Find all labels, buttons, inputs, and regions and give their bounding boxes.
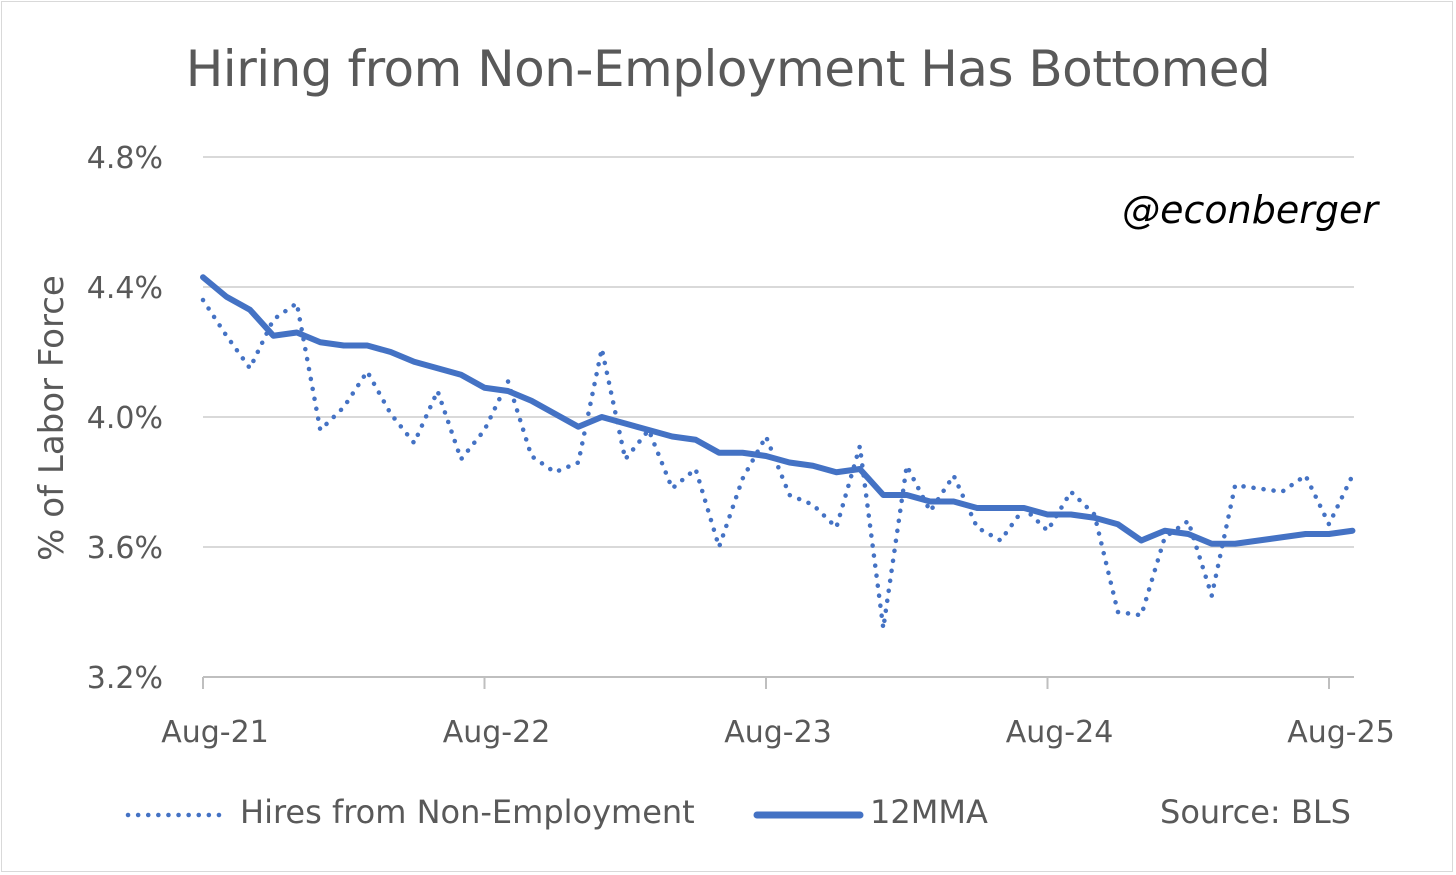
y-tick-label: 3.2% — [87, 661, 163, 696]
x-tick-label: Aug-24 — [1006, 715, 1114, 750]
y-tick-label: 4.8% — [87, 141, 163, 176]
x-axis — [202, 676, 1354, 689]
source-note: Source: BLS — [1160, 793, 1351, 831]
author-annotation: @econberger — [1122, 188, 1378, 232]
legend-label-12mma: 12MMA — [870, 793, 988, 831]
x-tick-label: Aug-25 — [1287, 715, 1395, 750]
x-tick-labels: Aug-21 Aug-22 Aug-23 Aug-24 Aug-25 — [161, 715, 1395, 750]
y-tick-label: 3.6% — [87, 531, 163, 566]
x-tick-label: Aug-22 — [443, 715, 551, 750]
chart-title: Hiring from Non-Employment Has Bottomed — [185, 40, 1271, 98]
series-line-hires — [200, 297, 1355, 631]
series-line-12mma — [200, 274, 1356, 547]
x-tick-label: Aug-23 — [724, 715, 832, 750]
y-tick-label: 4.4% — [87, 271, 163, 306]
x-tick-label: Aug-21 — [161, 715, 269, 750]
y-tick-labels: 3.2% 3.6% 4.0% 4.4% 4.8% — [87, 141, 163, 696]
y-tick-label: 4.0% — [87, 401, 163, 436]
series-group — [200, 274, 1356, 631]
legend-label-hires: Hires from Non-Employment — [240, 793, 695, 831]
y-axis-label: % of Labor Force — [32, 275, 72, 561]
